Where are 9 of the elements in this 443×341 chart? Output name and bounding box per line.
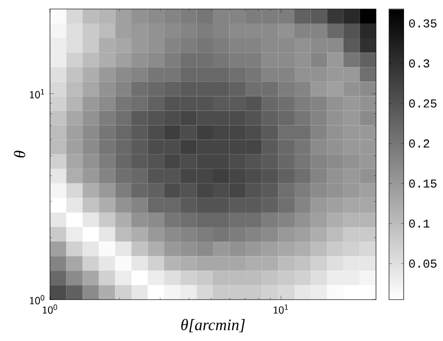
x-axis-title: θ[arcmin]	[181, 318, 245, 332]
color-bar-label: 0.3	[409, 59, 430, 68]
y-axis-title: θ	[14, 150, 26, 158]
color-bar-label: 0.05	[409, 260, 436, 268]
color-bar-label: 0.2	[409, 139, 430, 148]
color-bar-label: 0.15	[409, 179, 436, 188]
color-bar-label: 0.1	[409, 220, 430, 228]
color-bar-label: 0.35	[409, 19, 436, 28]
color-bar-label: 0.25	[409, 99, 436, 108]
